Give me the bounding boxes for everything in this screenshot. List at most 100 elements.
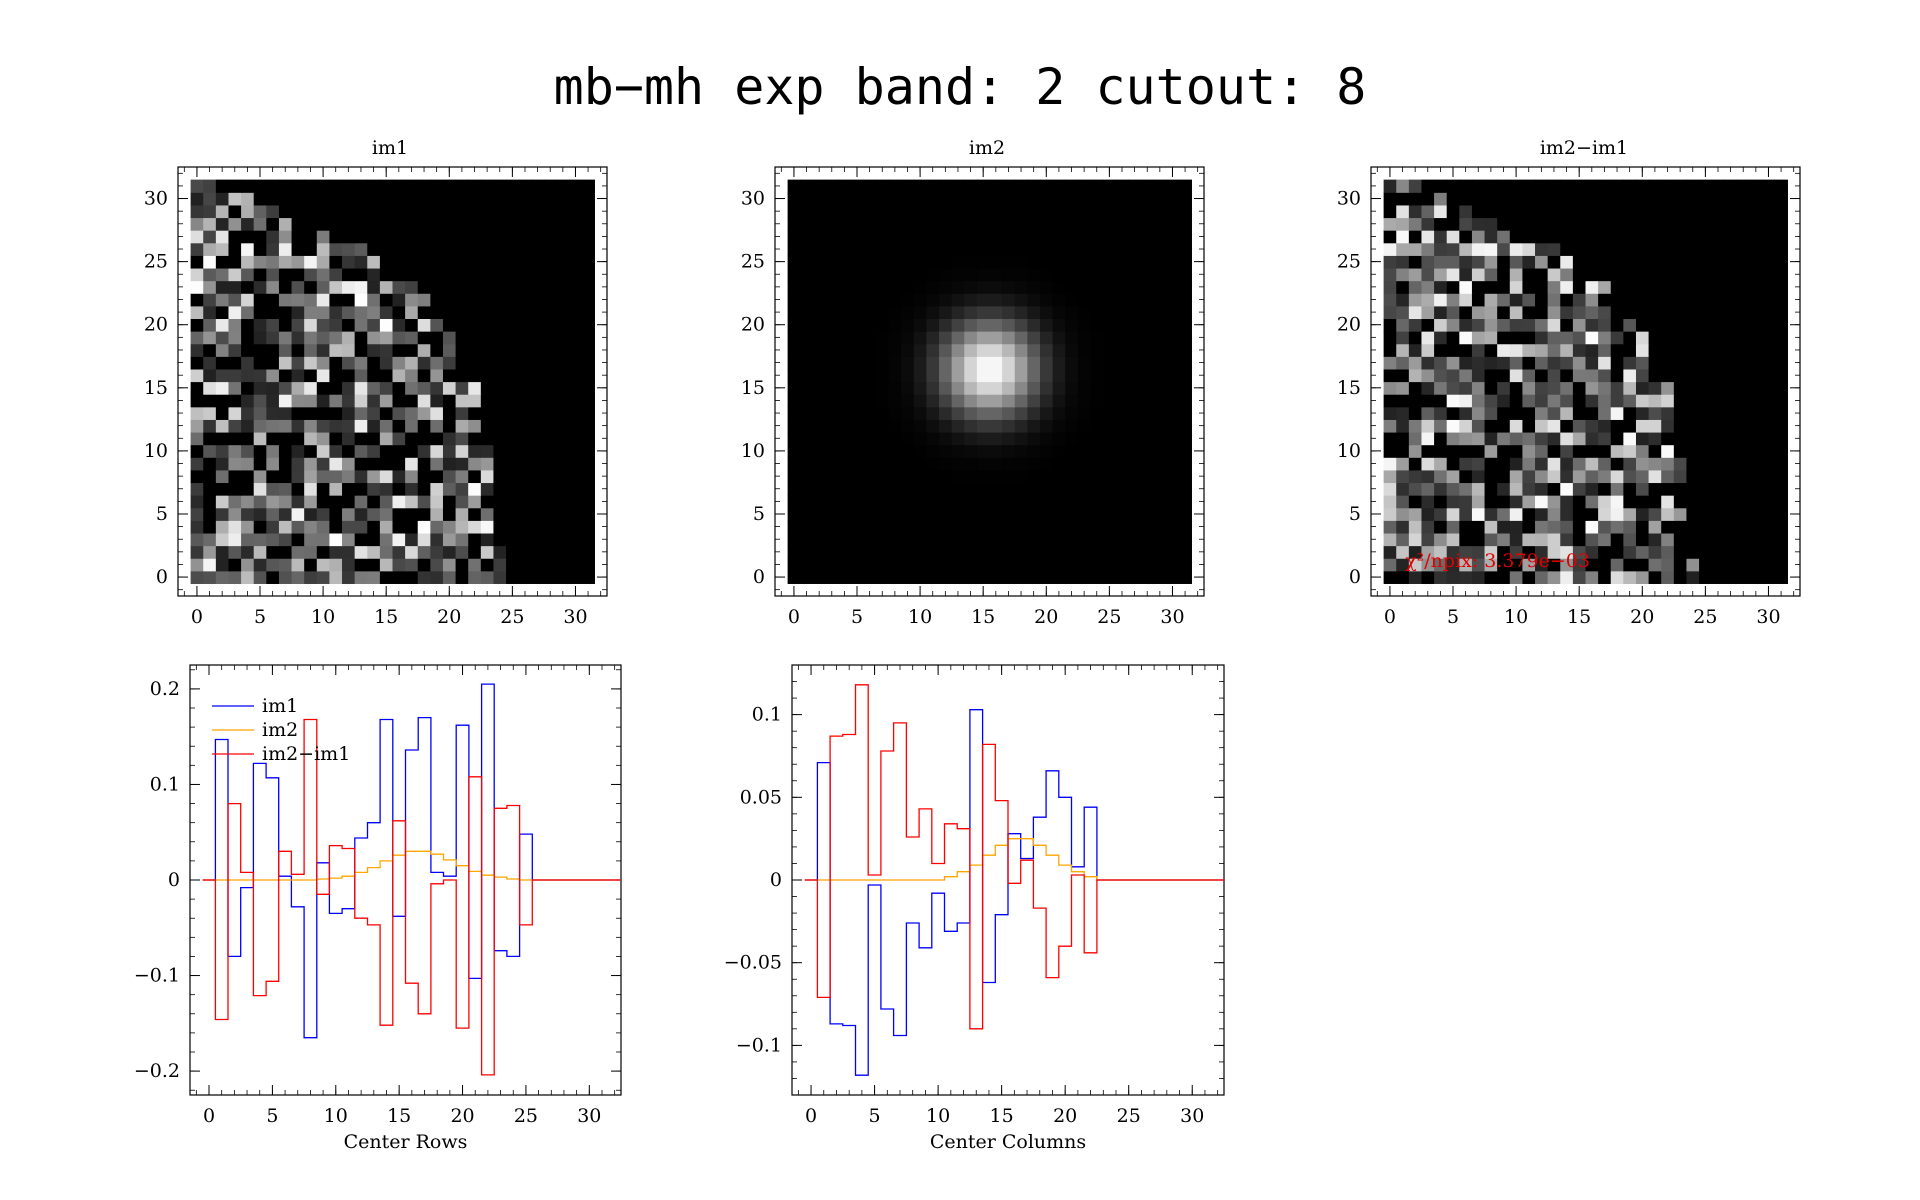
im1-pixel (531, 495, 545, 509)
im2-pixel (875, 331, 890, 345)
im2-pixel (1128, 419, 1142, 433)
im1-pixel (329, 507, 343, 521)
im1-pixel (190, 394, 204, 408)
diff-pixel (1749, 280, 1763, 294)
im2-xtick-label: 15 (971, 606, 995, 628)
diff-pixel (1635, 242, 1650, 256)
im2-pixel (951, 293, 965, 307)
im1-pixel (455, 444, 469, 458)
im1-pixel (405, 343, 419, 357)
diff-pixel (1762, 280, 1776, 294)
im1-pixel (278, 545, 293, 559)
im2-pixel (863, 305, 877, 320)
im1-pixel (291, 570, 305, 584)
diff-pixel (1434, 293, 1448, 307)
im1-pixel (329, 305, 343, 320)
im2-pixel (1166, 381, 1180, 395)
im1-pixel (405, 179, 419, 193)
im2-pixel (1140, 507, 1155, 521)
diff-pixel (1522, 192, 1536, 206)
diff-pixel (1396, 457, 1410, 471)
im2-pixel (976, 179, 991, 193)
im1-pixel (417, 558, 431, 572)
im1-pixel (316, 356, 331, 370)
diff-pixel (1585, 431, 1599, 446)
rows-ytick-label: −0.1 (134, 965, 180, 987)
diff-pixel (1749, 230, 1763, 244)
diff-pixel (1446, 394, 1460, 408)
im1-pixel (228, 204, 242, 219)
im1-pixel (342, 267, 356, 282)
im2-pixel (1115, 179, 1129, 193)
im2-pixel (1014, 318, 1028, 332)
im1-pixel (241, 457, 255, 471)
im1-pixel (203, 217, 217, 231)
im1-pixel (367, 280, 381, 294)
im2-pixel (901, 217, 915, 231)
im2-pixel (951, 192, 965, 206)
diff-pixel (1762, 469, 1776, 484)
im1-pixel (228, 343, 242, 357)
diff-pixel (1686, 343, 1700, 357)
im2-pixel (1140, 520, 1155, 534)
diff-pixel (1446, 532, 1460, 547)
im1-pixel (190, 368, 204, 383)
im2-pixel (1115, 192, 1129, 206)
im1-xtick-label: 20 (437, 606, 461, 628)
diff-pixel (1484, 230, 1498, 244)
im2-pixel (825, 545, 839, 559)
im2-pixel (1115, 431, 1129, 446)
im2-pixel (888, 457, 902, 471)
diff-pixel (1774, 469, 1788, 484)
im1-pixel (278, 406, 293, 420)
diff-pixel (1661, 482, 1675, 496)
diff-pixel (1585, 495, 1599, 509)
im2-pixel (1115, 267, 1129, 282)
diff-pixel (1610, 356, 1624, 370)
im1-pixel (468, 507, 482, 521)
im1-pixel (291, 179, 305, 193)
diff-pixel (1446, 545, 1460, 559)
diff-pixel (1572, 394, 1587, 408)
diff-pixel (1547, 482, 1561, 496)
im2-pixel (1002, 545, 1016, 559)
diff-pixel (1774, 457, 1788, 471)
diff-pixel (1699, 305, 1713, 320)
im1-pixel (215, 343, 230, 357)
im1-pixel (266, 242, 280, 256)
diff-pixel (1635, 368, 1650, 383)
im1-pixel (190, 318, 204, 332)
diff-pixel (1459, 558, 1473, 572)
im1-pixel (266, 469, 280, 484)
im1-pixel (468, 419, 482, 433)
im2-pixel (901, 331, 915, 345)
diff-pixel (1421, 368, 1435, 383)
im1-pixel (266, 293, 280, 307)
im2-pixel (1115, 495, 1129, 509)
im2-pixel (1077, 532, 1092, 547)
diff-pixel (1673, 343, 1688, 357)
im2-pixel (1039, 558, 1054, 572)
im2-pixel (1002, 267, 1016, 282)
diff-pixel (1572, 368, 1587, 383)
im1-pixel (468, 532, 482, 547)
diff-pixel (1610, 242, 1624, 256)
im2-pixel (901, 280, 915, 294)
diff-pixel (1421, 356, 1435, 370)
im1-pixel (379, 457, 394, 471)
diff-pixel (1585, 204, 1599, 219)
im2-pixel (1115, 305, 1129, 320)
diff-pixel (1421, 419, 1435, 433)
im2-pixel (951, 469, 965, 484)
im2-pixel (787, 495, 801, 509)
im2-pixel (1014, 280, 1028, 294)
diff-pixel (1610, 431, 1624, 446)
im2-pixel (939, 230, 953, 244)
diff-pixel (1459, 356, 1473, 370)
im2-pixel (989, 293, 1003, 307)
im1-pixel (253, 545, 267, 559)
im2-pixel (1027, 482, 1041, 496)
im1-pixel (493, 457, 507, 471)
